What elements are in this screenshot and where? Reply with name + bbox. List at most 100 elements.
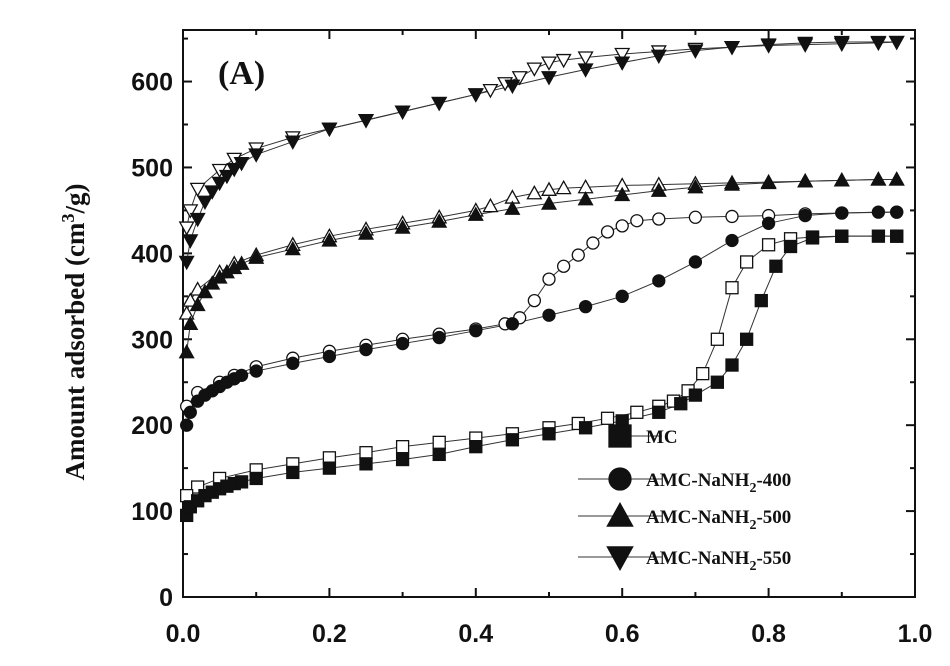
y-axis: 0 100 200 300 400 500 600 bbox=[131, 37, 915, 612]
desorption-point bbox=[542, 272, 556, 286]
adsorption-point bbox=[650, 182, 667, 197]
adsorption-point bbox=[357, 225, 375, 240]
adsorption-point bbox=[218, 169, 235, 185]
adsorption-point bbox=[248, 148, 265, 163]
adsorption-point bbox=[870, 171, 887, 186]
legend-label: AMC-NaNH2-400 bbox=[646, 470, 791, 496]
adsorption-point bbox=[890, 229, 904, 243]
adsorption-point bbox=[504, 200, 521, 215]
adsorption-point bbox=[760, 174, 777, 190]
adsorption-point bbox=[761, 216, 776, 230]
adsorption-point bbox=[321, 122, 338, 138]
legend-marker bbox=[606, 546, 634, 571]
adsorption-point bbox=[431, 213, 448, 228]
adsorption-point bbox=[890, 205, 904, 219]
desorption-point bbox=[615, 219, 629, 233]
adsorption-point bbox=[249, 471, 263, 486]
y-tick-label: 300 bbox=[131, 326, 173, 354]
desorption-line bbox=[186, 211, 897, 407]
desorption-point bbox=[182, 204, 199, 219]
desorption-point bbox=[482, 197, 499, 213]
adsorption-point bbox=[797, 172, 814, 188]
adsorption-point bbox=[760, 38, 777, 53]
adsorption-point bbox=[578, 421, 593, 435]
adsorption-point bbox=[577, 63, 594, 78]
desorption-point bbox=[527, 293, 542, 308]
adsorption-point bbox=[431, 96, 448, 112]
legend-marker bbox=[606, 502, 634, 527]
series-AMC-NaNH2-550 bbox=[178, 35, 905, 271]
adsorption-point bbox=[467, 206, 484, 221]
legend-label-main: AMC-NaNH bbox=[646, 548, 750, 569]
desorption-point bbox=[482, 83, 499, 99]
adsorption-point bbox=[650, 49, 667, 65]
adsorption-point bbox=[432, 447, 446, 462]
adsorption-point bbox=[542, 308, 556, 322]
legend-item: AMC-NaNH2-550 bbox=[578, 546, 791, 574]
adsorption-point bbox=[180, 418, 194, 432]
x-tick-label: 1.0 bbox=[898, 620, 933, 648]
adsorption-point bbox=[178, 255, 195, 271]
legend-item: MC bbox=[608, 424, 678, 448]
desorption-point bbox=[761, 238, 776, 252]
adsorption-point bbox=[805, 231, 820, 245]
adsorption-point bbox=[797, 36, 814, 52]
desorption-point bbox=[688, 210, 703, 224]
y-tick-label: 100 bbox=[131, 498, 173, 526]
adsorption-point bbox=[284, 240, 301, 256]
adsorption-point bbox=[233, 156, 250, 172]
legend-marker bbox=[608, 467, 632, 491]
desorption-point bbox=[600, 225, 615, 239]
x-axis: 0.0 0.2 0.4 0.6 0.8 1.0 bbox=[166, 30, 933, 648]
desorption-point bbox=[710, 332, 725, 346]
adsorption-point bbox=[467, 88, 484, 103]
desorption-point bbox=[555, 179, 572, 195]
adsorption-point bbox=[189, 296, 206, 312]
adsorption-point bbox=[723, 41, 741, 56]
adsorption-point bbox=[540, 195, 558, 210]
desorption-point bbox=[359, 446, 373, 460]
adsorption-point bbox=[321, 232, 338, 247]
x-tick-label: 0.4 bbox=[458, 620, 493, 648]
adsorption-point bbox=[835, 206, 849, 220]
legend-label-tail: -550 bbox=[756, 548, 791, 569]
adsorption-point bbox=[432, 330, 446, 345]
desorption-point bbox=[571, 248, 585, 262]
adsorption-point bbox=[182, 234, 199, 249]
desorption-point bbox=[189, 182, 206, 198]
y-axis-label-main: Amount adsorbed (cm bbox=[60, 222, 90, 481]
y-axis-label-unit: /g) bbox=[60, 183, 90, 214]
adsorption-point bbox=[723, 176, 741, 191]
adsorption-point bbox=[652, 405, 666, 419]
desorption-point bbox=[652, 212, 666, 226]
y-tick-label: 400 bbox=[131, 240, 173, 268]
legend-label-main: AMC-NaNH bbox=[646, 470, 750, 491]
adsorption-point bbox=[469, 324, 483, 338]
adsorption-point bbox=[395, 452, 410, 467]
adsorption-point bbox=[226, 163, 243, 178]
adsorption-point bbox=[870, 35, 887, 51]
desorption-point bbox=[725, 209, 739, 224]
adsorption-line bbox=[186, 178, 897, 353]
adsorption-point bbox=[394, 219, 411, 234]
adsorption-point bbox=[688, 255, 703, 269]
y-tick-label: 600 bbox=[131, 69, 173, 97]
adsorption-point bbox=[871, 229, 886, 243]
series-AMC-NaNH2-500 bbox=[178, 171, 905, 359]
adsorption-point bbox=[211, 176, 228, 192]
adsorption-point bbox=[725, 358, 739, 372]
desorption-point bbox=[600, 411, 615, 425]
adsorption-point bbox=[754, 293, 768, 308]
legend-item: AMC-NaNH2-500 bbox=[578, 502, 791, 533]
legend-item: AMC-NaNH2-400 bbox=[578, 467, 791, 496]
legend-label-tail: -400 bbox=[756, 470, 791, 491]
adsorption-point bbox=[687, 44, 704, 59]
adsorption-point bbox=[688, 388, 703, 402]
adsorption-point bbox=[182, 315, 199, 330]
y-axis-label: Amount adsorbed (cm3/g) bbox=[58, 183, 90, 480]
adsorption-point bbox=[504, 79, 521, 95]
adsorption-point bbox=[196, 195, 213, 211]
adsorption-point bbox=[178, 343, 195, 359]
desorption-point bbox=[696, 366, 710, 381]
adsorption-point bbox=[614, 56, 631, 71]
